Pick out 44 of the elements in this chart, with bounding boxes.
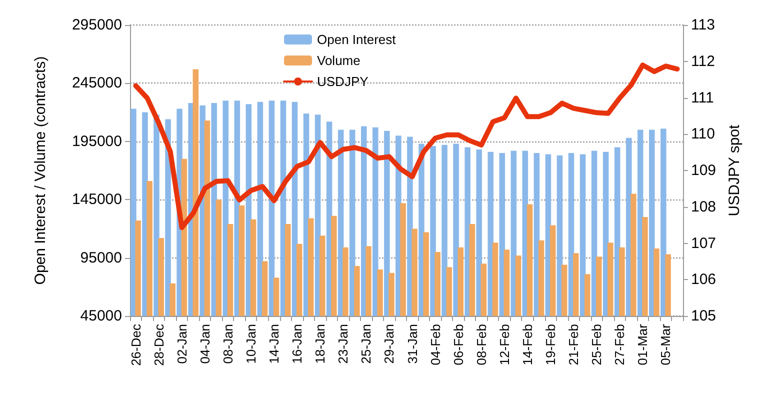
x-tick-label: 01-Mar [635, 323, 650, 366]
x-tick-label: 26-Dec [128, 324, 144, 366]
x-tick-label: 23-Jan [336, 324, 351, 364]
x-tick-label: 27-Feb [612, 324, 628, 366]
x-tick-label: 31-Jan [404, 324, 420, 364]
x-tick-label: 21-Feb [566, 324, 582, 366]
x-tick-label: 14-Feb [520, 324, 535, 366]
x-tick-label: 25-Jan [358, 324, 374, 364]
y2-tick-label: 113 [691, 16, 715, 34]
y2-tick-label: 111 [691, 89, 714, 106]
x-tick-label: 06-Feb [450, 324, 466, 366]
y-axis-title: Open Interest / Volume (contracts) [32, 56, 49, 285]
x-tick-label: 16-Jan [290, 324, 305, 364]
y2-tick-label: 106 [691, 271, 716, 288]
y-tick-label: 245000 [72, 74, 122, 92]
y-tick-label: 45000 [80, 308, 122, 324]
x-tick-label: 12-Feb [496, 324, 512, 366]
x-tick-label: 28-Dec [151, 324, 166, 366]
y-tick-label: 195000 [72, 132, 122, 150]
x-tick-label: 04-Feb [428, 324, 443, 366]
x-tick-label: 08-Jan [220, 324, 236, 364]
x-tick-label: 05-Mar [658, 323, 674, 366]
y-tick-label: 95000 [80, 249, 122, 266]
legend-label: USDJPY [317, 74, 369, 89]
x-tick-label: 08-Feb [474, 324, 489, 366]
y2-tick-label: 112 [691, 52, 715, 70]
y2-tick-label: 110 [691, 126, 715, 143]
x-tick-label: 19-Feb [543, 324, 558, 366]
y2-tick-label: 107 [691, 234, 716, 252]
x-tick-label: 18-Jan [312, 324, 328, 364]
legend-label: Volume [317, 53, 360, 68]
x-tick-label: 25-Feb [589, 324, 604, 366]
x-tick-label: 02-Jan [174, 324, 190, 364]
y2-tick-label: 108 [691, 198, 716, 216]
y-tick-label: 145000 [72, 191, 122, 208]
x-tick-label: 29-Jan [382, 324, 397, 364]
y2-tick-label: 109 [691, 162, 716, 179]
x-tick-label: 10-Jan [243, 324, 258, 364]
y-tick-label: 295000 [72, 16, 122, 34]
y2-tick-label: 105 [691, 308, 716, 324]
legend-label: Open Interest [317, 32, 396, 47]
x-tick-label: 14-Jan [266, 324, 282, 364]
x-tick-label: 04-Jan [197, 324, 212, 364]
y2-axis-title: USDJPY spot [726, 124, 743, 216]
